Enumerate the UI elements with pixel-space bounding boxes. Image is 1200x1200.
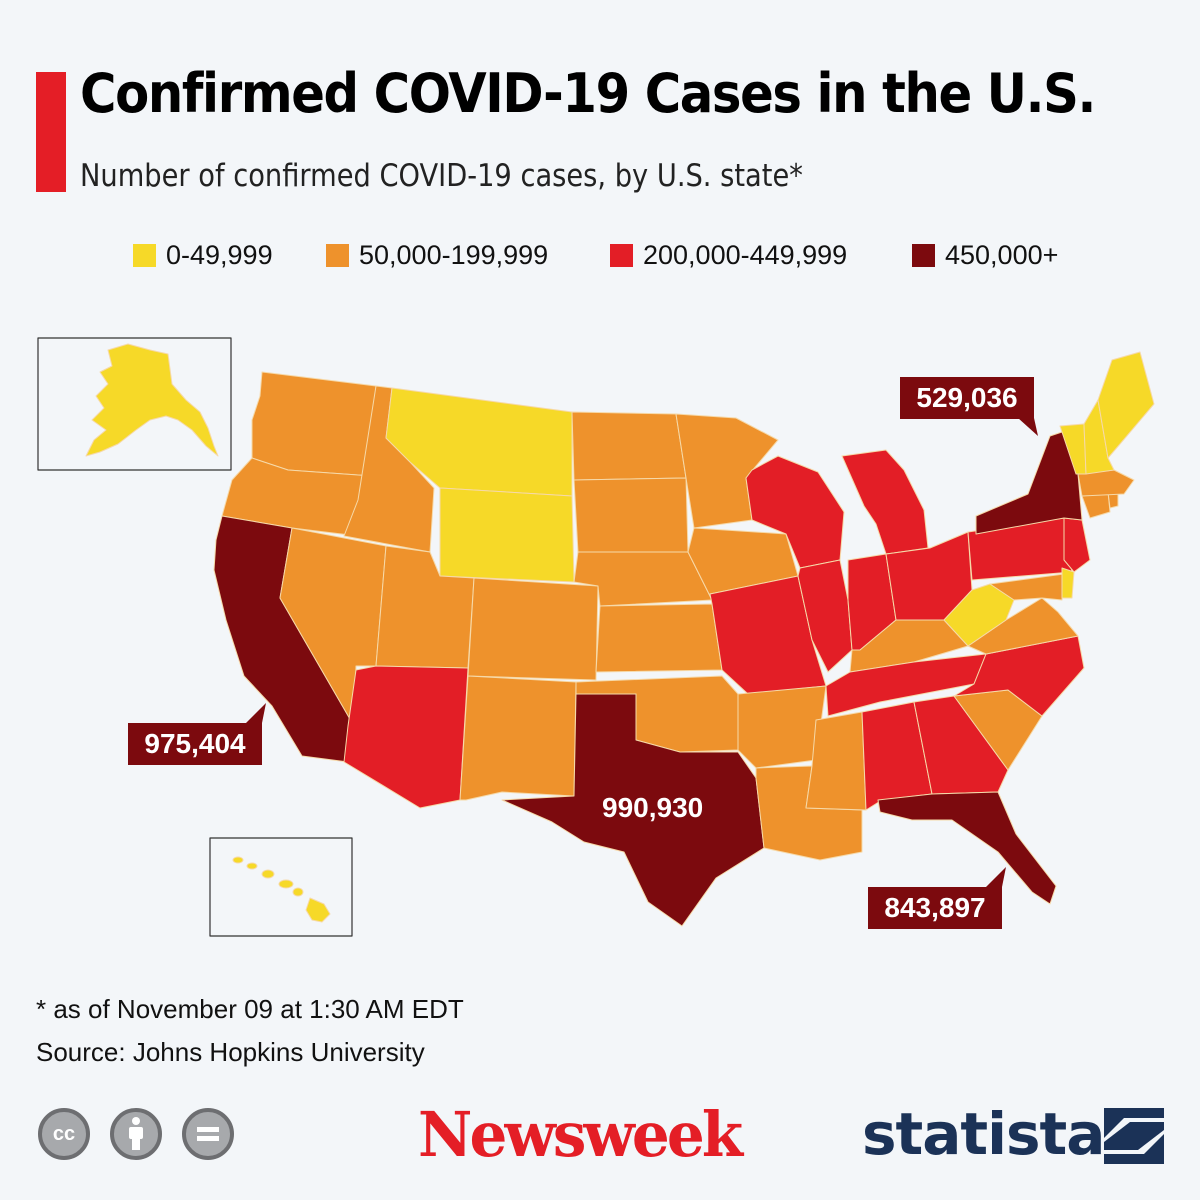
note-as-of: * as of November 09 at 1:30 AM EDT (36, 994, 464, 1024)
callout-new-york: 529,036 (900, 377, 1034, 419)
state-mississippi (805, 711, 867, 811)
statista-logo-icon (1104, 1108, 1164, 1164)
state-new-hampshire (1083, 399, 1115, 475)
callout-texas: 990,930 (602, 792, 704, 823)
state-north-dakota (571, 411, 687, 481)
state-hawaii (232, 856, 331, 923)
cc-icon[interactable]: cc (38, 1108, 90, 1160)
alaska-inset-frame (37, 337, 232, 471)
legend-swatch (610, 244, 633, 267)
legend-label: 0-49,999 (166, 240, 273, 270)
statista-logo[interactable]: statista (862, 1100, 1105, 1168)
state-arizona (343, 665, 469, 809)
legend-label: 450,000+ (945, 240, 1059, 270)
state-florida (877, 791, 1057, 905)
state-georgia (913, 695, 1009, 795)
legend-swatch (912, 244, 935, 267)
callout-florida: 843,897 (868, 887, 1002, 929)
state-wyoming (439, 487, 575, 583)
title-accent-bar (36, 72, 66, 192)
callout-california-pointer (246, 703, 266, 723)
state-colorado (467, 577, 599, 681)
legend-item-tier-2: 50,000-199,999 (326, 240, 548, 271)
person-glyph (129, 1117, 143, 1150)
hawaii-inset-frame (209, 837, 353, 937)
state-illinois (797, 559, 853, 673)
attribution-icon[interactable] (110, 1108, 162, 1160)
state-new-mexico (459, 675, 577, 801)
state-delaware (1061, 567, 1075, 599)
state-alaska (85, 343, 219, 457)
callout-california: 975,404 (128, 723, 262, 765)
legend-swatch (326, 244, 349, 267)
legend-item-tier-1: 0-49,999 (133, 240, 273, 271)
page-title: Confirmed COVID-19 Cases in the U.S. (80, 62, 1096, 125)
legend-item-tier-3: 200,000-449,999 (610, 240, 847, 271)
state-maine (1097, 351, 1155, 459)
page-subtitle: Number of confirmed COVID-19 cases, by U… (80, 158, 803, 194)
state-arkansas (737, 685, 827, 769)
equals-glyph (197, 1127, 219, 1141)
state-maryland (989, 573, 1065, 601)
no-derivatives-icon[interactable] (182, 1108, 234, 1160)
state-texas (501, 693, 765, 927)
newsweek-logo[interactable]: Newsweek (418, 1098, 743, 1171)
legend-swatch (133, 244, 156, 267)
legend-item-tier-4: 450,000+ (912, 240, 1058, 271)
state-south-dakota (573, 477, 689, 553)
state-new-jersey (1063, 517, 1091, 573)
state-kansas (595, 603, 723, 673)
state-michigan (841, 449, 929, 555)
state-washington (251, 371, 377, 477)
state-oregon (221, 457, 373, 537)
cc-label: cc (52, 1122, 76, 1145)
legend-label: 200,000-449,999 (643, 240, 848, 270)
callout-new-york-pointer (1018, 418, 1038, 436)
callout-florida-pointer (986, 867, 1006, 887)
note-source: Source: Johns Hopkins University (36, 1037, 425, 1067)
legend-label: 50,000-199,999 (359, 240, 549, 270)
